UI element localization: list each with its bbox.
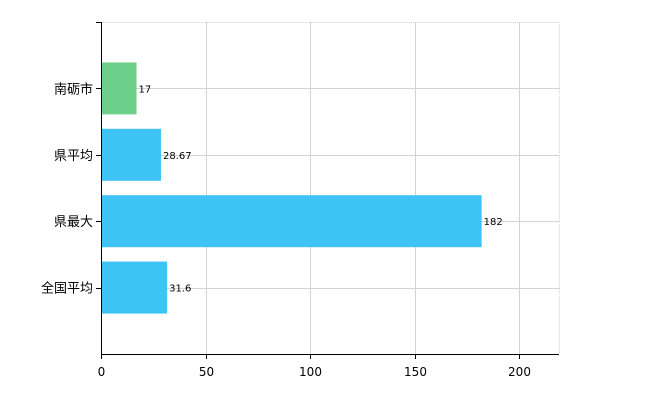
data-label-1: 28.67 bbox=[163, 151, 192, 162]
bars-group: 17 28.67 182 31.6 bbox=[102, 62, 503, 314]
x-tick-label-0: 0 bbox=[98, 365, 106, 379]
category-label-2: 県最大 bbox=[54, 215, 93, 230]
bar-3 bbox=[102, 261, 168, 314]
data-label-0: 17 bbox=[139, 84, 152, 95]
data-label-3: 31.6 bbox=[169, 284, 191, 295]
data-label-2: 182 bbox=[484, 217, 503, 228]
x-tick-label-3: 150 bbox=[404, 365, 427, 379]
x-tick-label-1: 50 bbox=[199, 365, 214, 379]
bar-2 bbox=[102, 195, 482, 248]
grid-lines bbox=[101, 22, 560, 354]
category-label-1: 県平均 bbox=[54, 149, 93, 164]
x-tick-label-4: 200 bbox=[508, 365, 531, 379]
bar-0 bbox=[102, 62, 137, 115]
bar-1 bbox=[102, 128, 161, 181]
category-label-3: 全国平均 bbox=[41, 281, 93, 297]
x-tick-label-2: 100 bbox=[299, 365, 322, 379]
category-label-0: 南砺市 bbox=[54, 81, 93, 97]
